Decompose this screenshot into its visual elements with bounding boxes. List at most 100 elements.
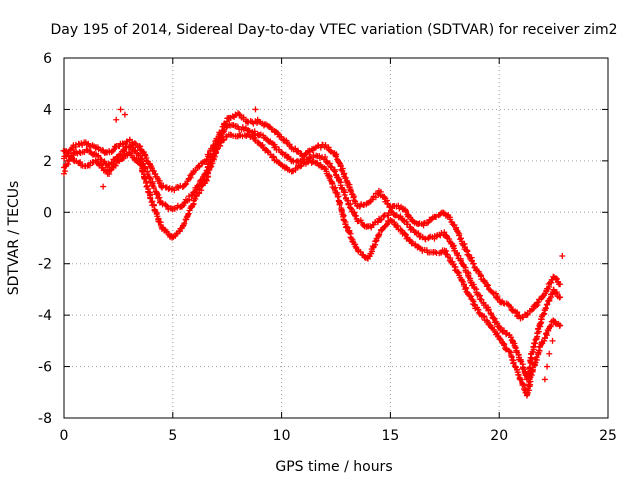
data-point	[132, 140, 139, 147]
data-point	[501, 342, 508, 349]
data-point	[511, 363, 518, 370]
data-point	[64, 161, 71, 168]
data-point	[488, 311, 495, 318]
data-point	[137, 161, 144, 168]
data-point	[559, 253, 566, 259]
data-series	[60, 106, 566, 399]
data-point	[534, 299, 541, 306]
data-point	[458, 235, 465, 242]
data-point	[322, 154, 329, 161]
y-tick-label: 6	[43, 51, 52, 67]
data-point	[326, 160, 333, 167]
data-point	[343, 223, 350, 230]
series-track-lower	[60, 131, 564, 399]
x-tick-label: 25	[599, 428, 617, 444]
grid-lines	[64, 58, 608, 418]
data-point	[352, 212, 359, 219]
data-point	[470, 260, 477, 267]
data-point	[507, 334, 514, 341]
data-point	[404, 221, 411, 228]
data-point	[220, 137, 227, 144]
data-point	[395, 202, 402, 209]
data-point	[150, 184, 157, 191]
data-point	[510, 359, 517, 366]
data-point	[412, 229, 419, 236]
data-point	[549, 337, 556, 344]
data-point	[318, 163, 325, 170]
data-point	[252, 106, 259, 113]
data-point	[542, 304, 549, 311]
data-point	[515, 371, 522, 378]
data-point	[508, 354, 515, 361]
data-point	[394, 222, 401, 229]
x-tick-label: 5	[168, 428, 177, 444]
x-tick-label: 15	[381, 428, 399, 444]
data-point	[62, 168, 69, 175]
data-point	[506, 348, 513, 355]
data-point	[544, 363, 551, 370]
y-tick-label: 2	[43, 154, 52, 170]
data-point	[333, 153, 340, 160]
data-point	[446, 257, 453, 264]
data-point	[348, 235, 355, 242]
x-axis-label: GPS time / hours	[275, 459, 392, 475]
data-point	[196, 163, 203, 170]
series-track-middle	[61, 121, 564, 383]
plot-frame	[63, 57, 609, 419]
data-point	[494, 330, 501, 337]
data-point	[341, 191, 348, 198]
data-point	[516, 312, 523, 319]
data-point	[357, 217, 364, 224]
axis-ticks: 0 5 10 15 20 25 -8 -6 -4 -2 0 2 4 6	[38, 51, 617, 444]
data-point	[326, 147, 333, 154]
data-point	[351, 197, 358, 204]
data-point	[546, 350, 553, 357]
x-tick-label: 20	[490, 428, 508, 444]
data-point	[117, 106, 124, 113]
data-point	[259, 142, 266, 149]
data-point	[185, 210, 192, 217]
data-point	[554, 275, 561, 282]
data-point	[539, 293, 546, 300]
data-point	[557, 281, 564, 288]
series-isolated-segments	[61, 106, 566, 383]
data-point	[119, 155, 126, 162]
data-point	[169, 234, 176, 241]
data-point	[121, 111, 128, 118]
chart-title: Day 195 of 2014, Sidereal Day-to-day VTE…	[51, 22, 618, 38]
y-tick-label: -6	[38, 360, 52, 376]
data-point	[496, 336, 503, 343]
data-point	[331, 168, 338, 175]
data-point	[254, 116, 261, 123]
data-point	[489, 289, 496, 296]
data-point	[541, 376, 548, 383]
data-point	[490, 315, 497, 322]
data-point	[77, 159, 84, 166]
data-point	[272, 143, 279, 150]
data-point	[385, 201, 392, 208]
y-tick-label: -2	[38, 257, 52, 273]
data-point	[156, 194, 163, 201]
data-point	[455, 229, 462, 236]
data-point	[122, 144, 129, 151]
data-point	[388, 207, 395, 214]
data-point	[543, 301, 550, 308]
x-tick-label: 10	[273, 428, 291, 444]
data-point	[475, 309, 482, 316]
data-point	[454, 251, 461, 258]
y-tick-label: 4	[43, 102, 52, 118]
data-point	[507, 304, 514, 311]
data-point	[503, 331, 510, 338]
data-point	[96, 161, 103, 168]
data-point	[219, 129, 226, 136]
data-point	[181, 220, 188, 227]
data-point	[138, 162, 145, 169]
data-point	[485, 282, 492, 289]
data-point	[535, 299, 542, 306]
data-point	[530, 344, 537, 351]
data-point	[131, 140, 138, 147]
data-point	[403, 208, 410, 215]
y-tick-label: -8	[38, 411, 52, 427]
data-point	[180, 223, 187, 230]
